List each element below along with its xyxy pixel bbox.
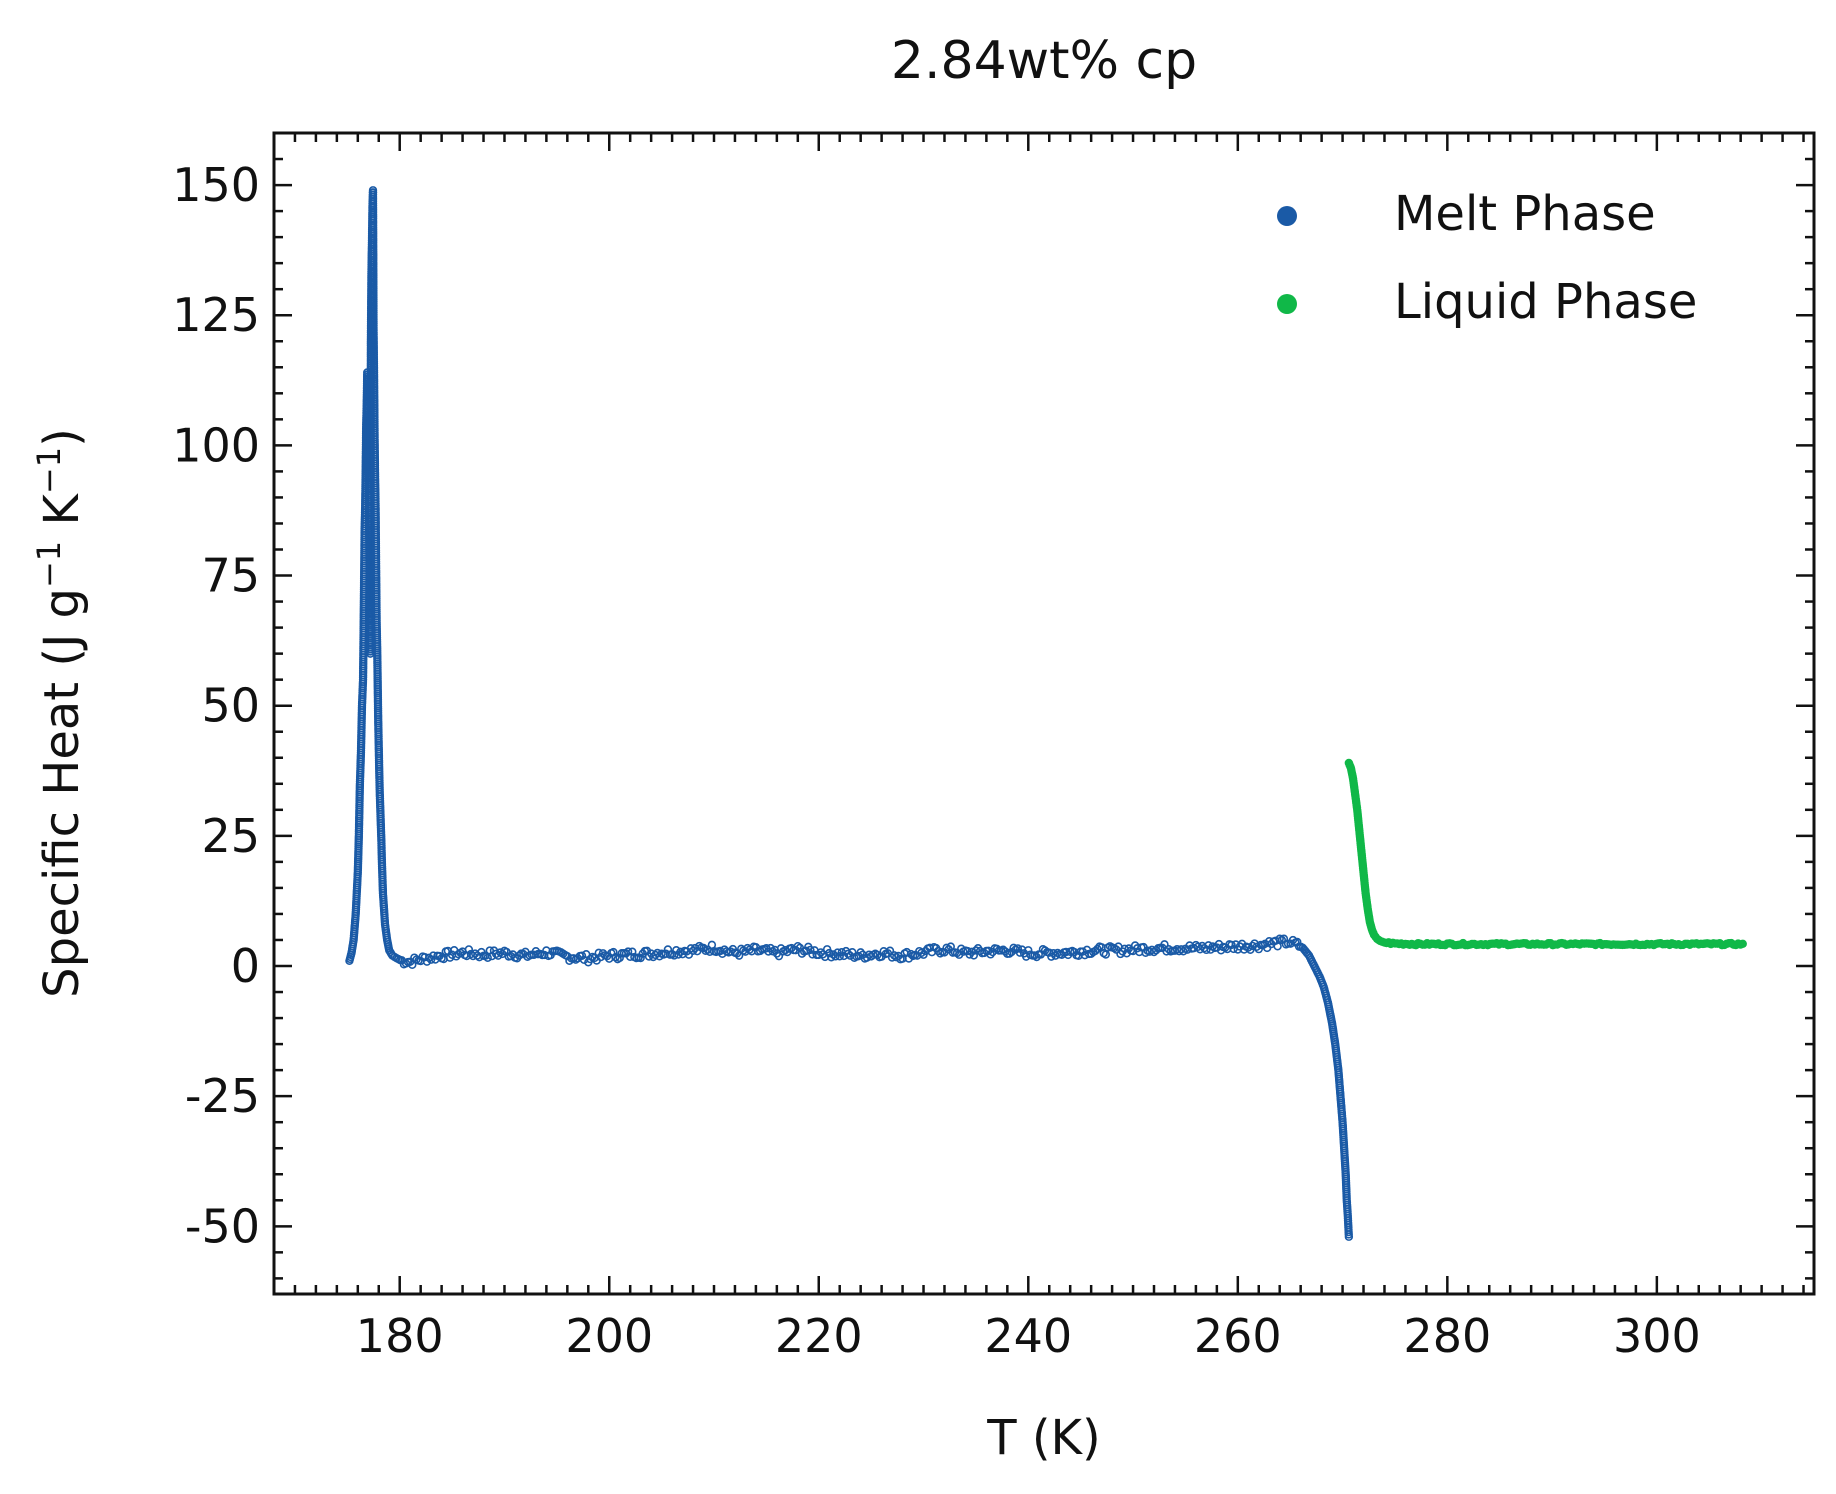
plot-frame xyxy=(272,131,1816,1296)
y-axis-label: Specific Heat (J g−1 K−1) xyxy=(30,428,90,998)
melt-phase-point xyxy=(1007,947,1016,957)
melt-phase-point xyxy=(1040,946,1050,955)
melt-phase-point xyxy=(672,945,681,955)
legend: Melt Phase Liquid Phase xyxy=(1277,186,1697,330)
y-axis-label-exp1: −1 xyxy=(30,541,68,588)
melt-phase-point xyxy=(816,948,826,957)
melt-phase-point xyxy=(998,945,1008,954)
melt-phase-point xyxy=(793,941,803,951)
melt-phase-point xyxy=(1273,942,1282,951)
x-tick-label: 220 xyxy=(775,1309,863,1363)
melt-phase-point xyxy=(1005,949,1014,958)
y-tick-label: 75 xyxy=(201,549,260,603)
melt-phase-point xyxy=(1024,946,1033,955)
melt-phase-point xyxy=(843,949,853,959)
y-tick-label: 25 xyxy=(201,809,260,863)
y-tick-label: -50 xyxy=(185,1199,260,1253)
melt-phase-point xyxy=(464,945,474,954)
y-axis-label-base: Specific Heat (J g xyxy=(34,588,90,998)
x-tick-label: 260 xyxy=(1194,1309,1282,1363)
melt-phase-point xyxy=(825,948,834,958)
melt-phase-point xyxy=(611,953,620,962)
series-melt-phase xyxy=(345,186,1354,1241)
liquid-phase-point xyxy=(1738,939,1747,948)
x-tick-label: 200 xyxy=(565,1309,653,1363)
y-axis-label-end: ) xyxy=(34,428,90,447)
series-liquid-phase xyxy=(1344,758,1747,950)
x-tick-label: 240 xyxy=(984,1309,1072,1363)
legend-marker-liquid-phase xyxy=(1277,294,1297,314)
melt-phase-point xyxy=(636,953,645,963)
melt-phase-point xyxy=(917,948,926,958)
axis-tick-labels: 180 200 220 240 260 280 300 150 125 100 75 50 25 0 -25… xyxy=(172,158,1701,1363)
y-axis-label-exp2: −1 xyxy=(30,447,68,494)
melt-phase-point xyxy=(408,960,417,970)
melt-phase-point xyxy=(806,945,815,955)
y-axis-label-mid: K xyxy=(34,493,90,541)
melt-phase-point xyxy=(1202,945,1211,955)
melt-phase-point xyxy=(774,951,784,961)
melt-phase-point xyxy=(835,952,844,961)
melt-phase-point xyxy=(801,946,811,956)
melt-phase-point xyxy=(609,947,618,957)
y-tick-label: 125 xyxy=(172,288,260,342)
melt-phase-point xyxy=(577,951,587,960)
x-tick-label: 180 xyxy=(356,1309,444,1363)
melt-phase-point xyxy=(969,951,979,960)
melt-phase-point xyxy=(426,955,436,964)
legend-marker-melt-phase xyxy=(1277,206,1297,226)
melt-phase-point xyxy=(1244,943,1253,952)
legend-label-melt-phase: Melt Phase xyxy=(1394,186,1656,242)
melt-phase-point xyxy=(873,950,882,960)
y-tick-label: 100 xyxy=(172,418,260,472)
melt-phase-point xyxy=(986,950,995,959)
melt-phase-point xyxy=(615,953,624,963)
melt-phase-point xyxy=(1013,944,1023,953)
x-tick-label: 280 xyxy=(1403,1309,1491,1363)
x-tick-label: 300 xyxy=(1613,1309,1701,1363)
melt-phase-point xyxy=(889,951,899,960)
melt-phase-point xyxy=(1160,940,1169,949)
legend-label-liquid-phase: Liquid Phase xyxy=(1394,274,1697,330)
x-axis-label: T (K) xyxy=(986,1410,1101,1466)
y-tick-label: 50 xyxy=(201,679,260,733)
melt-phase-point xyxy=(1009,943,1018,953)
melt-phase-point xyxy=(514,951,524,960)
chart-title: 2.84wt% cp xyxy=(891,31,1197,91)
y-tick-label: 0 xyxy=(231,939,260,993)
melt-phase-point xyxy=(791,945,800,955)
melt-phase-point xyxy=(483,953,492,962)
melt-phase-point xyxy=(1091,946,1100,956)
melt-phase-point xyxy=(1288,935,1298,945)
y-tick-label: -25 xyxy=(185,1069,260,1123)
y-tick-label: 150 xyxy=(172,158,260,212)
melt-phase-point xyxy=(1344,1232,1354,1241)
